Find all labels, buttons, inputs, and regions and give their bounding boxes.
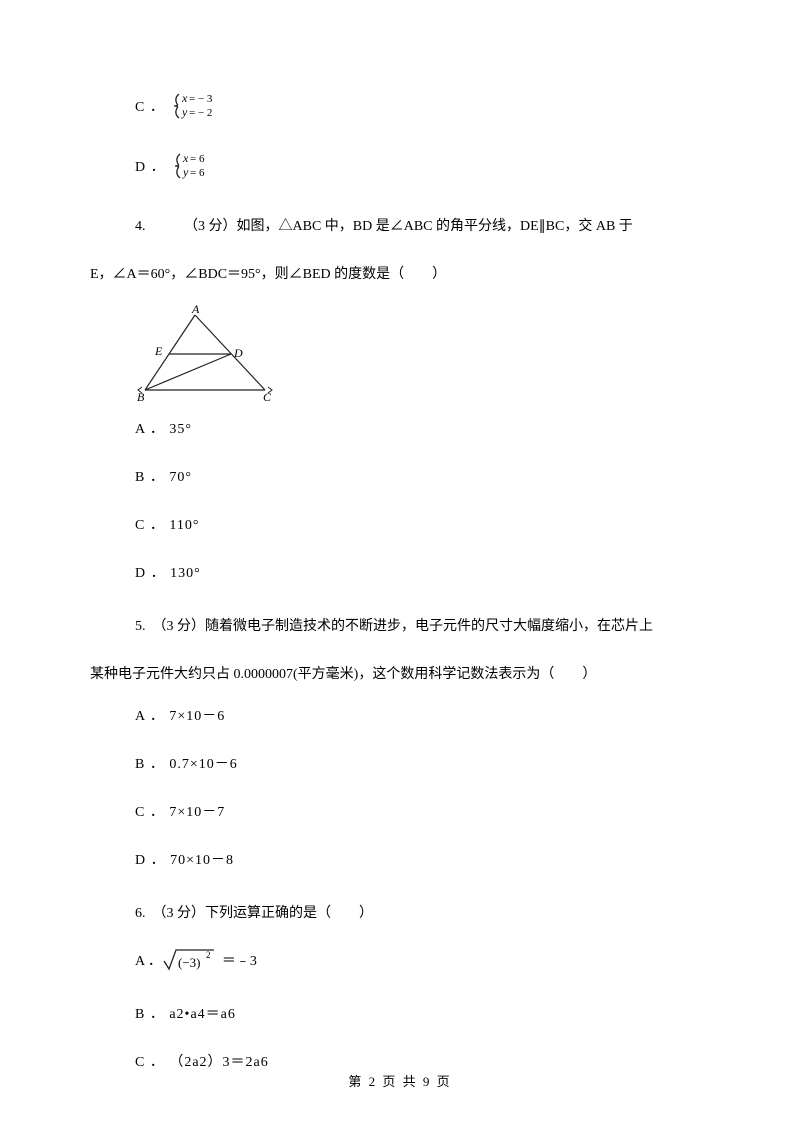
triangle-diagram: A B C E D bbox=[135, 305, 285, 405]
q5-num: 5. bbox=[135, 619, 146, 634]
q5-line2: 某种电子元件大约只占 0.0000007(平方毫米)，这个数用科学记数法表示为（… bbox=[90, 658, 710, 692]
q4-line1: 如图，△ABC 中，BD 是∠ABC 的角平分线，DE∥BC，交 AB 于 bbox=[237, 219, 633, 234]
q6-text: 6. （3 分）下列运算正确的是（ ） bbox=[90, 897, 710, 931]
svg-text:2: 2 bbox=[206, 950, 211, 960]
q5-option-c: C ． 7×10－7 bbox=[90, 801, 710, 821]
q4-option-a: A ． 35° bbox=[90, 418, 710, 438]
svg-text:B: B bbox=[137, 390, 145, 404]
q6-points: （3 分） bbox=[153, 906, 206, 921]
svg-text:(−3): (−3) bbox=[178, 955, 201, 970]
svg-text:E: E bbox=[154, 344, 163, 358]
q3-optc-label: C ． bbox=[135, 96, 165, 116]
q4-option-c: C ． 110° bbox=[90, 514, 710, 534]
svg-text:D: D bbox=[233, 346, 243, 360]
q4-text: 4. （3 分）如图，△ABC 中，BD 是∠ABC 的角平分线，DE∥BC，交… bbox=[90, 210, 710, 244]
q3-option-d: D ． x = 6 y = 6 bbox=[90, 150, 710, 182]
page-footer: 第 2 页 共 9 页 bbox=[0, 1071, 800, 1090]
sqrt-icon: (−3) 2 bbox=[162, 945, 222, 975]
q5-option-d: D ． 70×10－8 bbox=[90, 849, 710, 869]
q4-num: 4. bbox=[135, 219, 146, 234]
q4-option-d: D ． 130° bbox=[90, 562, 710, 582]
q4-points: （3 分） bbox=[184, 219, 237, 234]
svg-text:= − 2: = − 2 bbox=[189, 107, 212, 119]
q6-option-a: A ． (−3) 2 ＝﹣3 bbox=[90, 945, 710, 975]
svg-text:y: y bbox=[182, 165, 189, 179]
q5-option-a: A ． 7×10－6 bbox=[90, 705, 710, 725]
q5-line1: 随着微电子制造技术的不断进步，电子元件的尺寸大幅度缩小，在芯片上 bbox=[205, 619, 653, 634]
svg-text:= 6: = 6 bbox=[190, 153, 205, 165]
q6-option-b: B ． a2•a4＝a6 bbox=[90, 1003, 710, 1023]
q3-optd-label: D ． bbox=[135, 156, 166, 176]
svg-text:= 6: = 6 bbox=[190, 167, 205, 179]
q4-option-b: B ． 70° bbox=[90, 466, 710, 486]
svg-text:A: A bbox=[191, 305, 200, 316]
q6-option-c: C ． （2a2）3＝2a6 bbox=[90, 1051, 710, 1071]
brace-icon: x = − 3 y = − 2 bbox=[171, 90, 231, 122]
q6-line: 下列运算正确的是（ ） bbox=[205, 906, 373, 921]
q5-points: （3 分） bbox=[153, 619, 206, 634]
brace-icon: x = 6 y = 6 bbox=[172, 150, 222, 182]
q6-opta-rhs: ＝﹣3 bbox=[222, 950, 257, 970]
svg-text:y: y bbox=[181, 105, 188, 119]
q3-optd-expr: x = 6 y = 6 bbox=[172, 150, 222, 182]
svg-text:C: C bbox=[263, 390, 272, 404]
q3-optc-expr: x = − 3 y = − 2 bbox=[171, 90, 231, 122]
q3-option-c: C ． x = − 3 y = − 2 bbox=[90, 90, 710, 122]
svg-text:x: x bbox=[181, 91, 188, 105]
svg-text:= − 3: = − 3 bbox=[189, 93, 213, 105]
svg-text:x: x bbox=[182, 151, 189, 165]
q4-line2: E，∠A＝60°，∠BDC＝95°，则∠BED 的度数是（ ） bbox=[90, 258, 710, 292]
q6-opta-label: A ． bbox=[135, 950, 162, 970]
q6-num: 6. bbox=[135, 906, 146, 921]
q5-option-b: B ． 0.7×10－6 bbox=[90, 753, 710, 773]
q5-text: 5. （3 分）随着微电子制造技术的不断进步，电子元件的尺寸大幅度缩小，在芯片上 bbox=[90, 610, 710, 644]
